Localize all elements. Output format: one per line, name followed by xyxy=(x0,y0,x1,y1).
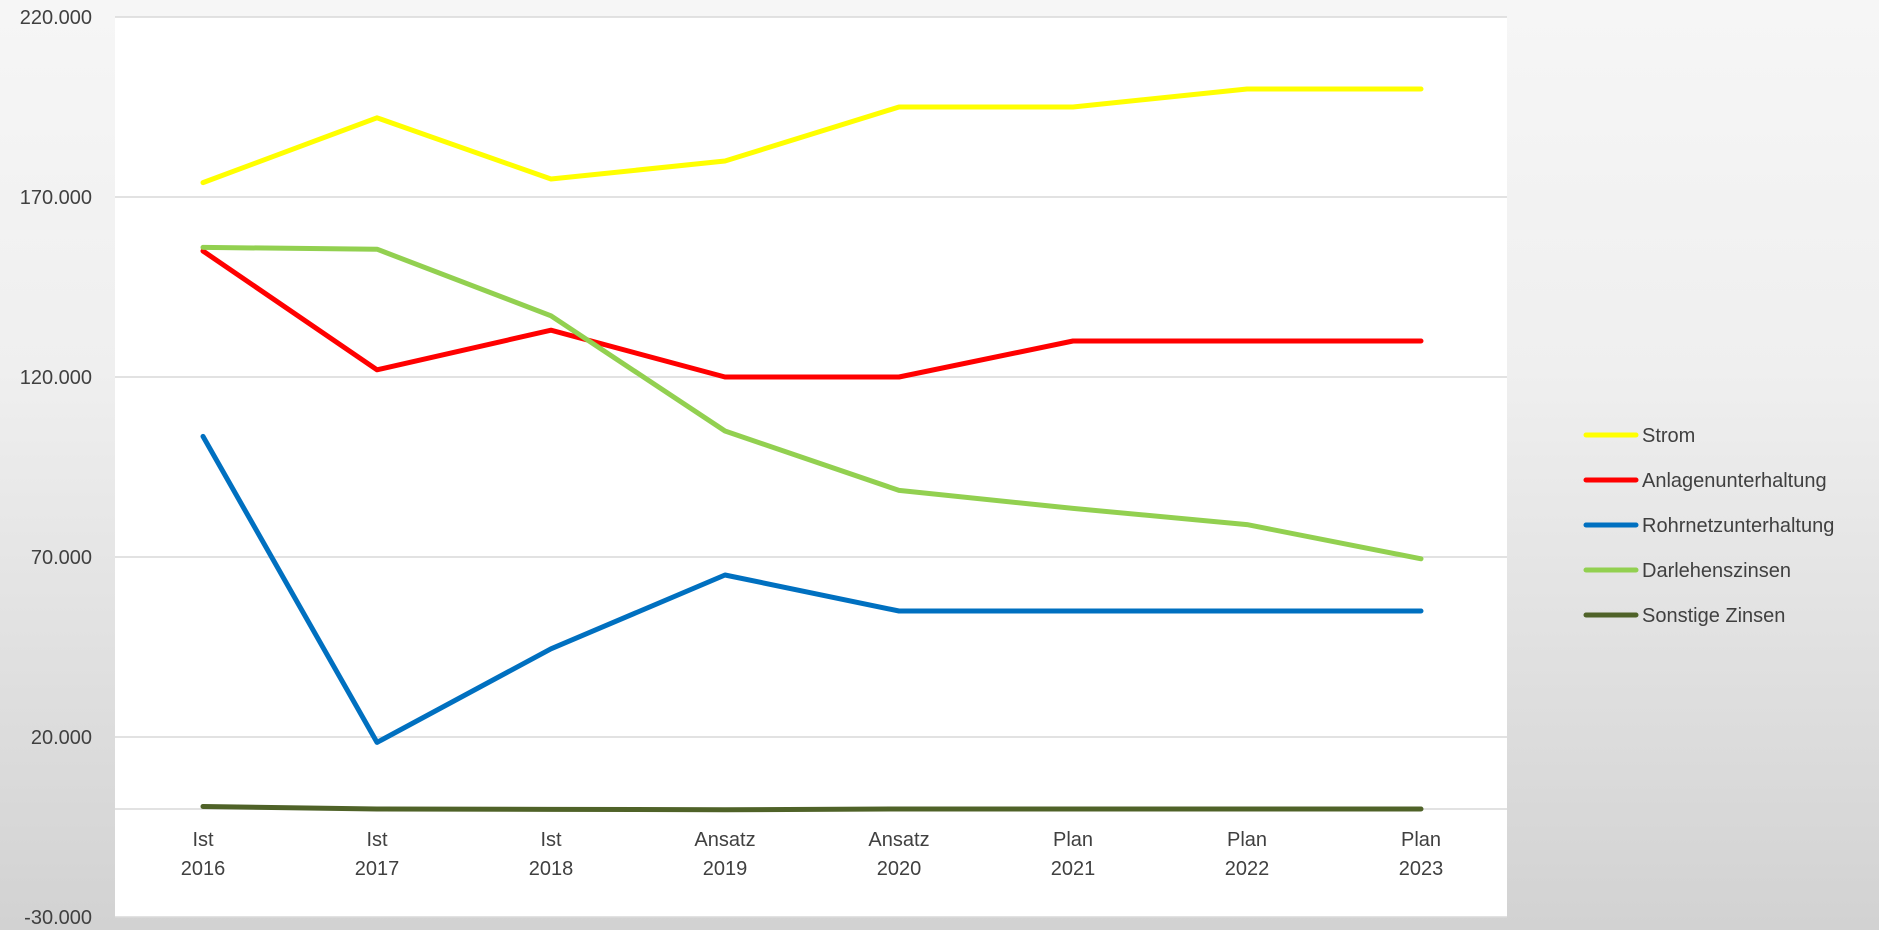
x-tick-label-line: 2023 xyxy=(1399,858,1444,880)
y-tick-label: 120.000 xyxy=(20,367,92,389)
x-axis-ticks: Ist 2016 Ist 2017 Ist 2018 Ansatz 2019 Ansatz 202… xyxy=(181,829,1444,880)
plot-area xyxy=(115,17,1507,917)
x-tick-label: Plan 2021 xyxy=(1051,829,1096,880)
x-tick-label-line: 2020 xyxy=(877,858,922,880)
legend-label: Darlehenszinsen xyxy=(1642,560,1791,582)
x-tick-label-line: Plan xyxy=(1053,829,1093,851)
x-tick-label: Ansatz 2020 xyxy=(868,829,929,880)
y-tick-label: 220.000 xyxy=(20,7,92,29)
y-axis-ticks: 220.000 170.000 120.000 70.000 20.000 -30.000 xyxy=(20,7,92,929)
y-tick-label: -30.000 xyxy=(24,907,92,929)
legend-label: Anlagenunterhaltung xyxy=(1642,470,1827,492)
x-tick-label-line: Ist xyxy=(366,829,388,851)
series-lines xyxy=(200,86,1424,813)
legend-label: Sonstige Zinsen xyxy=(1642,605,1785,627)
series-line-sonstige-zinsen xyxy=(200,803,1424,813)
x-tick-label: Ist 2016 xyxy=(181,829,226,880)
x-tick-label-line: Ist xyxy=(192,829,214,851)
x-tick-label-line: 2021 xyxy=(1051,858,1096,880)
x-tick-label-line: 2016 xyxy=(181,858,226,880)
x-tick-label-line: Ansatz xyxy=(868,829,929,851)
x-tick-label-line: 2022 xyxy=(1225,858,1270,880)
x-tick-label: Ist 2017 xyxy=(355,829,400,880)
x-tick-label-line: Ansatz xyxy=(694,829,755,851)
legend-label: Strom xyxy=(1642,425,1695,447)
x-tick-label-line: 2019 xyxy=(703,858,748,880)
x-tick-label-line: Plan xyxy=(1401,829,1441,851)
x-tick-label: Plan 2022 xyxy=(1225,829,1270,880)
series-line-rohrnetzunterhaltung xyxy=(200,433,1424,745)
x-tick-label-line: 2018 xyxy=(529,858,574,880)
x-tick-label-line: Plan xyxy=(1227,829,1267,851)
y-tick-label: 70.000 xyxy=(31,547,92,569)
series-line-strom xyxy=(200,86,1424,186)
y-tick-label: 20.000 xyxy=(31,727,92,749)
legend: Strom Anlagenunterhaltung Rohrnetzunterhal… xyxy=(1583,425,1834,627)
x-tick-label-line: Ist xyxy=(540,829,562,851)
x-tick-label: Ansatz 2019 xyxy=(694,829,755,880)
x-tick-label-line: 2017 xyxy=(355,858,400,880)
legend-label: Rohrnetzunterhaltung xyxy=(1642,515,1834,537)
y-tick-label: 170.000 xyxy=(20,187,92,209)
series-line-darlehenszinsen xyxy=(200,244,1424,562)
x-tick-label: Ist 2018 xyxy=(529,829,574,880)
series-line-anlagenunterhaltung xyxy=(200,248,1424,380)
x-tick-label: Plan 2023 xyxy=(1399,829,1444,880)
